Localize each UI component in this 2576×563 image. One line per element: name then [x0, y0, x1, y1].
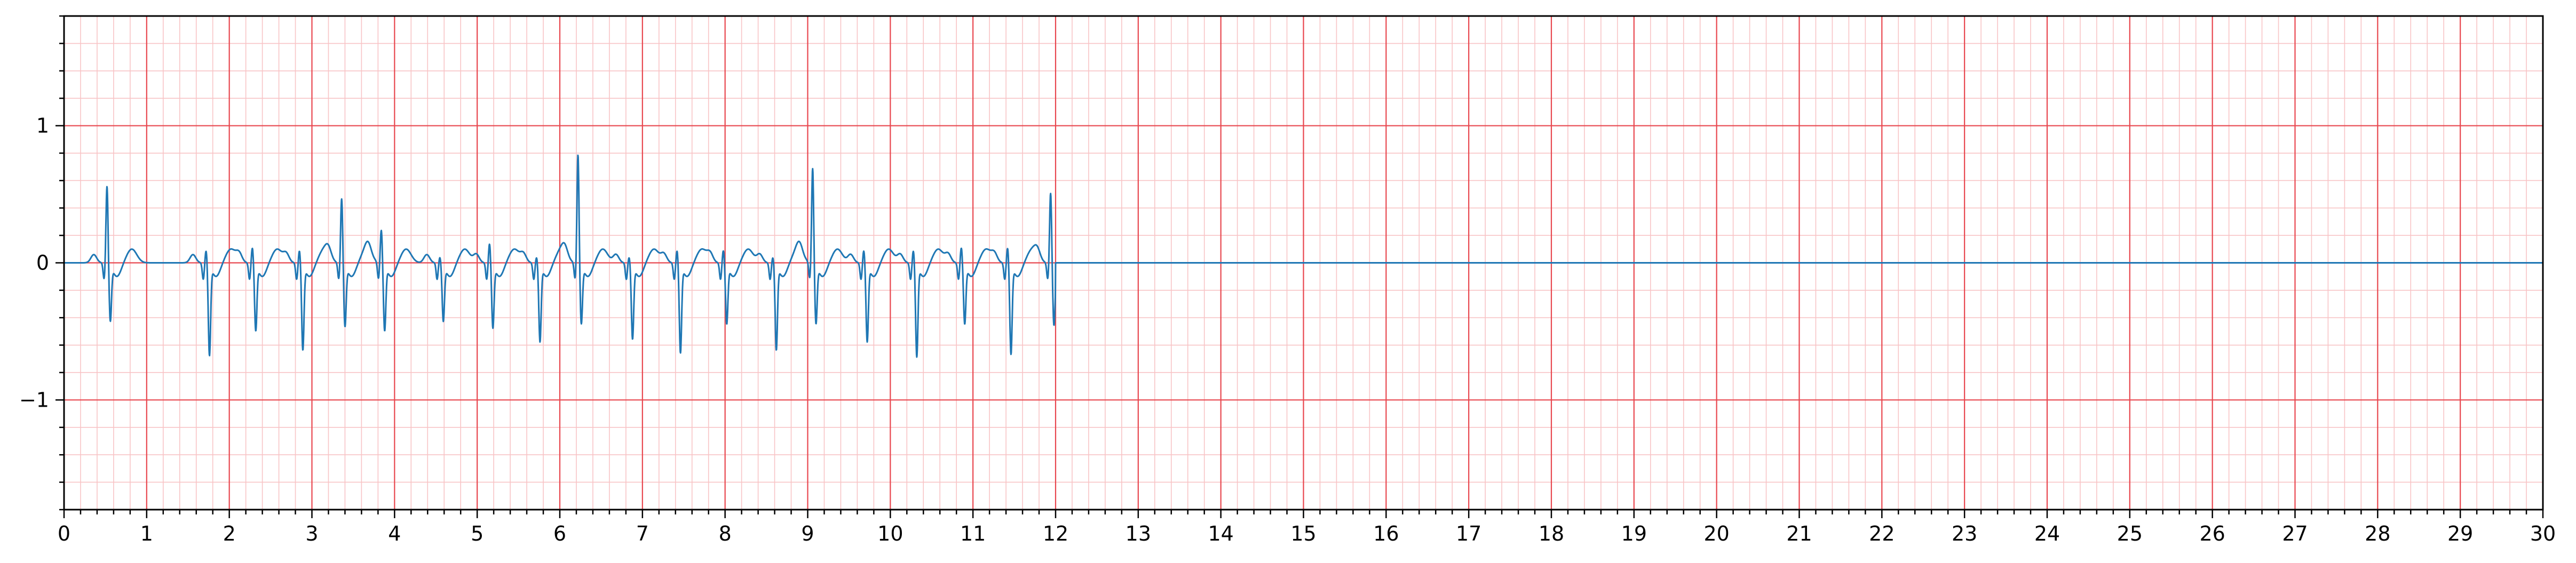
x-tick-label: 2 — [223, 522, 236, 545]
x-tick-label: 15 — [1290, 522, 1316, 545]
x-tick-label: 25 — [2117, 522, 2143, 545]
x-tick-label: 19 — [1621, 522, 1647, 545]
x-tick-label: 27 — [2282, 522, 2308, 545]
x-tick-label: 22 — [1869, 522, 1895, 545]
x-tick-label: 21 — [1786, 522, 1812, 545]
x-tick-label: 20 — [1703, 522, 1729, 545]
x-tick-label: 17 — [1456, 522, 1481, 545]
x-tick-label: 12 — [1043, 522, 1068, 545]
x-tick-label: 24 — [2034, 522, 2060, 545]
x-tick-label: 5 — [471, 522, 484, 545]
x-tick-label: 9 — [801, 522, 814, 545]
x-tick-label: 11 — [960, 522, 986, 545]
x-tick-label: 14 — [1208, 522, 1233, 545]
x-axis-ticks: 0 1 2 3 4 5 6 7 8 9 10 11 12 13 14 15 16 17 18 19 20 21 22 23 24… — [58, 510, 2556, 545]
y-axis-ticks: −1 0 1 — [19, 15, 64, 511]
ecg-trace-line — [64, 154, 2543, 358]
x-tick-label: 10 — [877, 522, 903, 545]
x-tick-label: 0 — [58, 522, 70, 545]
x-tick-label: 29 — [2447, 522, 2473, 545]
x-tick-label: 30 — [2530, 522, 2556, 545]
x-tick-label: 6 — [553, 522, 566, 545]
x-tick-label: 4 — [388, 522, 401, 545]
x-tick-label: 13 — [1125, 522, 1151, 545]
x-tick-label: 16 — [1373, 522, 1399, 545]
x-tick-label: 1 — [140, 522, 153, 545]
x-tick-label: 26 — [2199, 522, 2225, 545]
y-tick-label: 1 — [36, 114, 49, 138]
x-tick-label: 18 — [1539, 522, 1564, 545]
x-tick-label: 23 — [1952, 522, 1977, 545]
x-tick-label: 8 — [719, 522, 732, 545]
x-tick-label: 3 — [305, 522, 318, 545]
y-tick-label: −1 — [19, 388, 49, 411]
x-tick-label: 7 — [636, 522, 649, 545]
x-tick-label: 28 — [2365, 522, 2390, 545]
y-tick-label: 0 — [36, 251, 49, 275]
